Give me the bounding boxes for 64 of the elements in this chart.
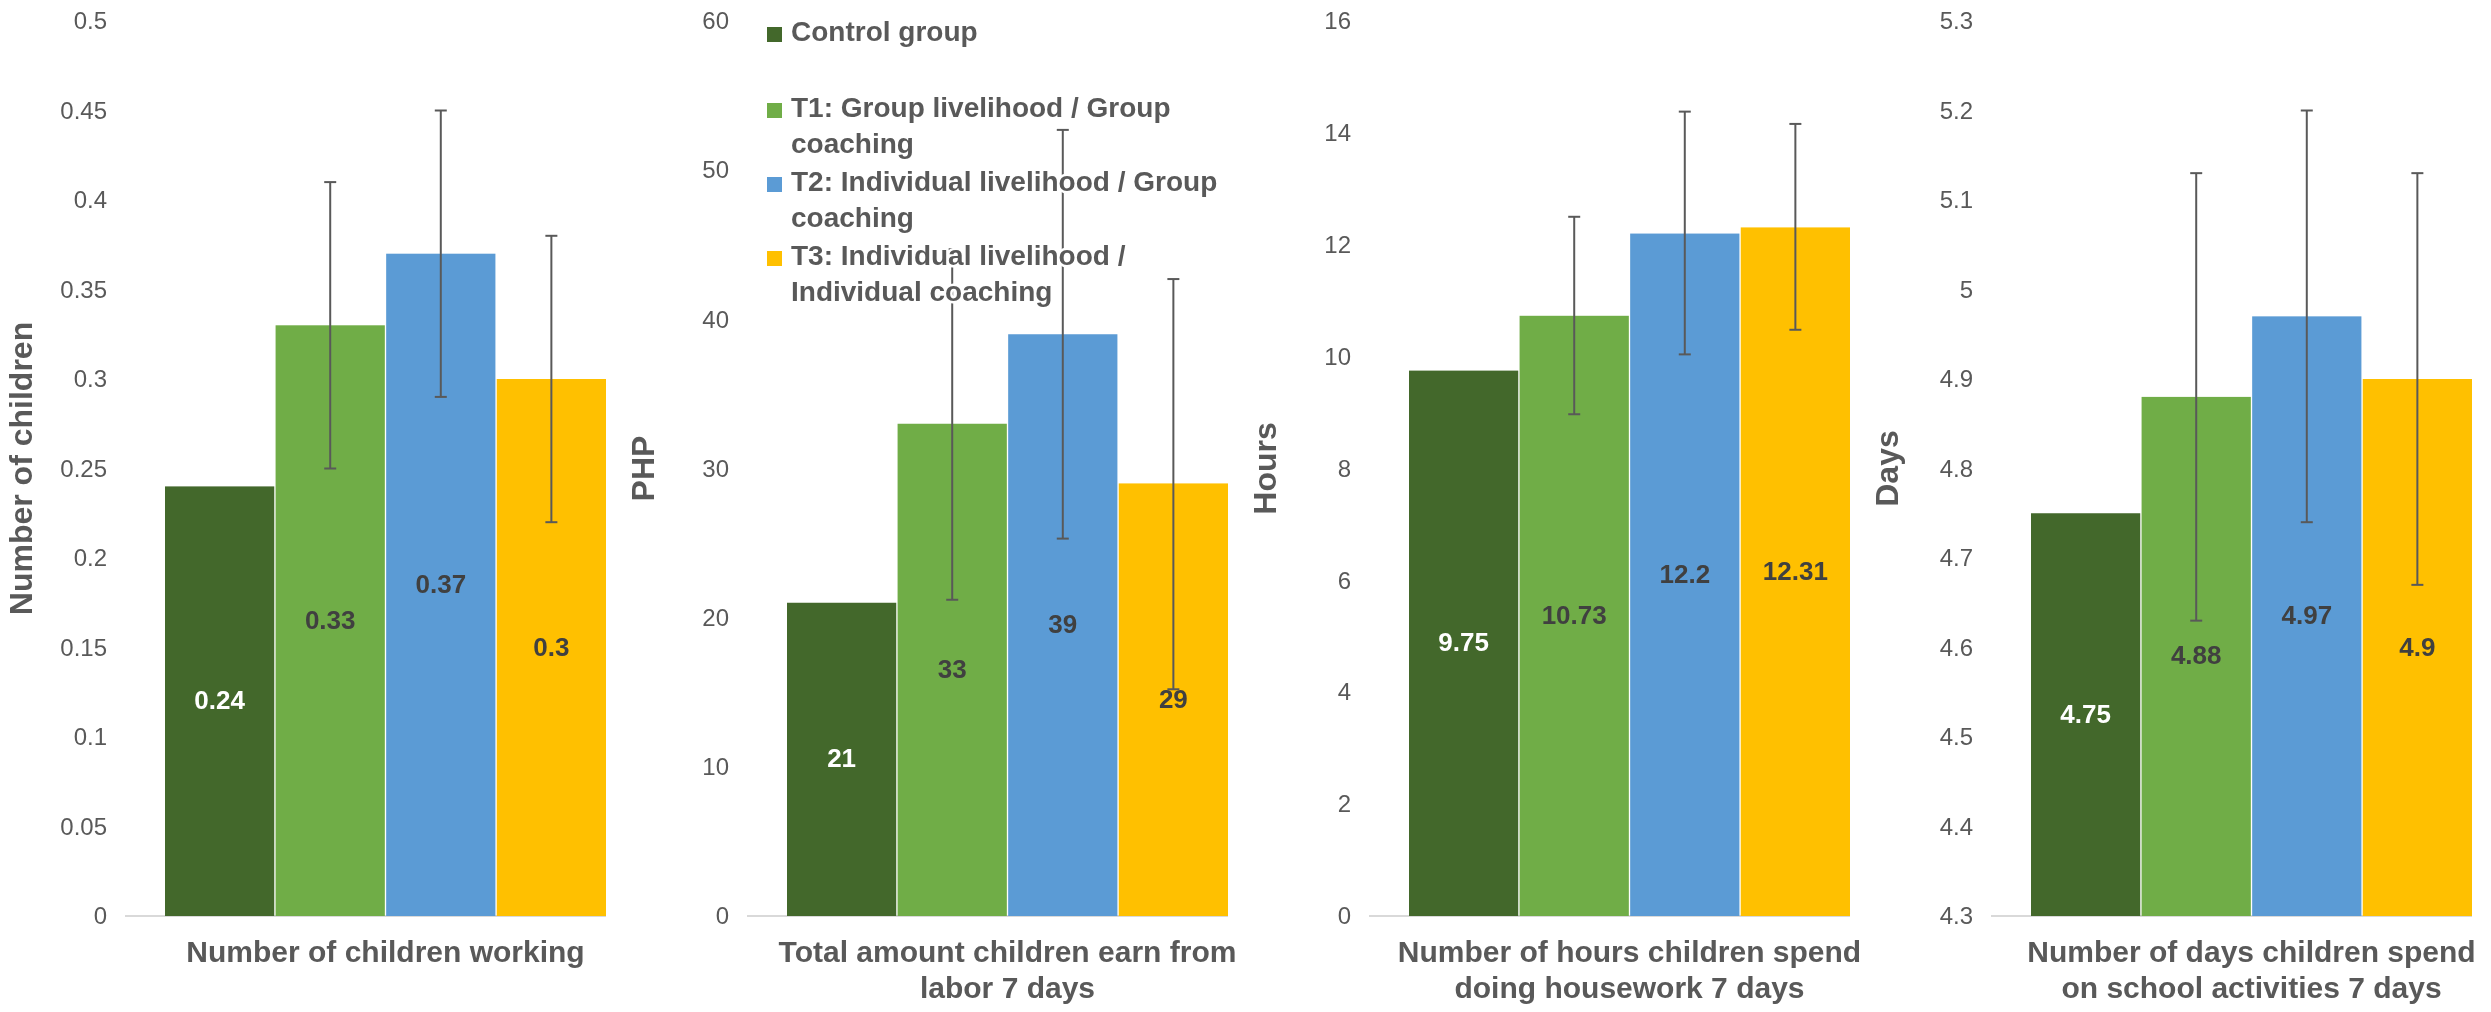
- y-tick-label: 16: [1324, 7, 1351, 35]
- y-tick-label: 4.7: [1939, 544, 1973, 572]
- data-label: 4.97: [2281, 600, 2333, 631]
- data-label: 21: [827, 743, 857, 774]
- y-tick-label: 5.2: [1939, 96, 1973, 124]
- y-tick-label: 60: [702, 7, 729, 35]
- data-label: 33: [937, 653, 967, 684]
- y-tick-label: 0.2: [73, 544, 107, 572]
- y-tick-label: 5.1: [1939, 186, 1973, 214]
- y-axis-title: Hours: [1247, 422, 1283, 515]
- y-tick-label: 0.1: [73, 723, 107, 751]
- y-tick-label: 12: [1324, 230, 1351, 258]
- y-tick-label: 0.45: [60, 96, 107, 124]
- y-tick-label: 5.3: [1939, 7, 1973, 35]
- data-label: 4.9: [2399, 631, 2436, 662]
- y-tick-label: 0.25: [60, 454, 107, 482]
- y-tick-label: 4.3: [1939, 902, 1973, 930]
- y-tick-label: 4.6: [1939, 633, 1973, 661]
- legend-label: T1: Group livelihood / Group coaching: [791, 92, 1171, 159]
- y-tick-label: 10: [1324, 342, 1351, 370]
- y-tick-label: 10: [702, 753, 729, 781]
- y-tick-label: 50: [702, 156, 729, 184]
- legend-label: Control group: [791, 16, 978, 47]
- y-axis-title: Days: [1869, 430, 1905, 507]
- data-label: 4.88: [2170, 640, 2222, 671]
- y-tick-label: 0: [93, 902, 107, 930]
- y-tick-label: 4.9: [1939, 365, 1973, 393]
- y-tick-label: 0.3: [73, 365, 107, 393]
- y-tick-label: 4.8: [1939, 454, 1973, 482]
- y-axis-title: PHP: [625, 435, 661, 502]
- x-axis-title: Total amount children earn from labor 7 days: [778, 935, 1237, 1004]
- data-label: 4.75: [2060, 698, 2111, 729]
- x-axis-title: Number of days children spend on school activities 7 days: [2027, 935, 2476, 1004]
- y-tick-label: 0: [1337, 902, 1351, 930]
- y-tick-label: 4.5: [1939, 723, 1973, 751]
- y-axis-title: Number of children: [3, 321, 39, 616]
- y-tick-label: 5: [1959, 275, 1973, 303]
- data-label: 12.2: [1659, 558, 1711, 589]
- data-label: 0.24: [194, 685, 246, 716]
- data-label: 0.37: [415, 568, 467, 599]
- y-tick-label: 2: [1337, 790, 1351, 818]
- y-tick-label: 0.15: [60, 633, 107, 661]
- y-tick-label: 0.4: [73, 186, 107, 214]
- y-tick-label: 0.05: [60, 812, 107, 840]
- y-tick-label: 0: [715, 902, 729, 930]
- data-label: 12.31: [1762, 555, 1828, 586]
- y-tick-label: 8: [1337, 454, 1351, 482]
- y-tick-label: 20: [702, 603, 729, 631]
- data-label: 10.73: [1541, 599, 1607, 630]
- data-label: 0.33: [304, 604, 356, 635]
- data-label: 39: [1048, 609, 1078, 640]
- data-label: 0.3: [533, 631, 570, 662]
- y-tick-label: 6: [1337, 566, 1351, 594]
- x-axis-title: Number of hours children spend doing housework 7 days: [1397, 935, 1862, 1004]
- y-tick-label: 4: [1337, 678, 1351, 706]
- y-tick-label: 0.5: [73, 7, 107, 35]
- data-label: 29: [1158, 683, 1188, 714]
- y-tick-label: 30: [702, 454, 729, 482]
- y-tick-label: 0.35: [60, 275, 107, 303]
- y-tick-label: 40: [702, 305, 729, 333]
- x-axis-title: Number of children working: [186, 935, 585, 968]
- y-tick-label: 14: [1324, 119, 1351, 147]
- data-label: 9.75: [1438, 627, 1489, 658]
- y-tick-label: 4.4: [1939, 812, 1973, 840]
